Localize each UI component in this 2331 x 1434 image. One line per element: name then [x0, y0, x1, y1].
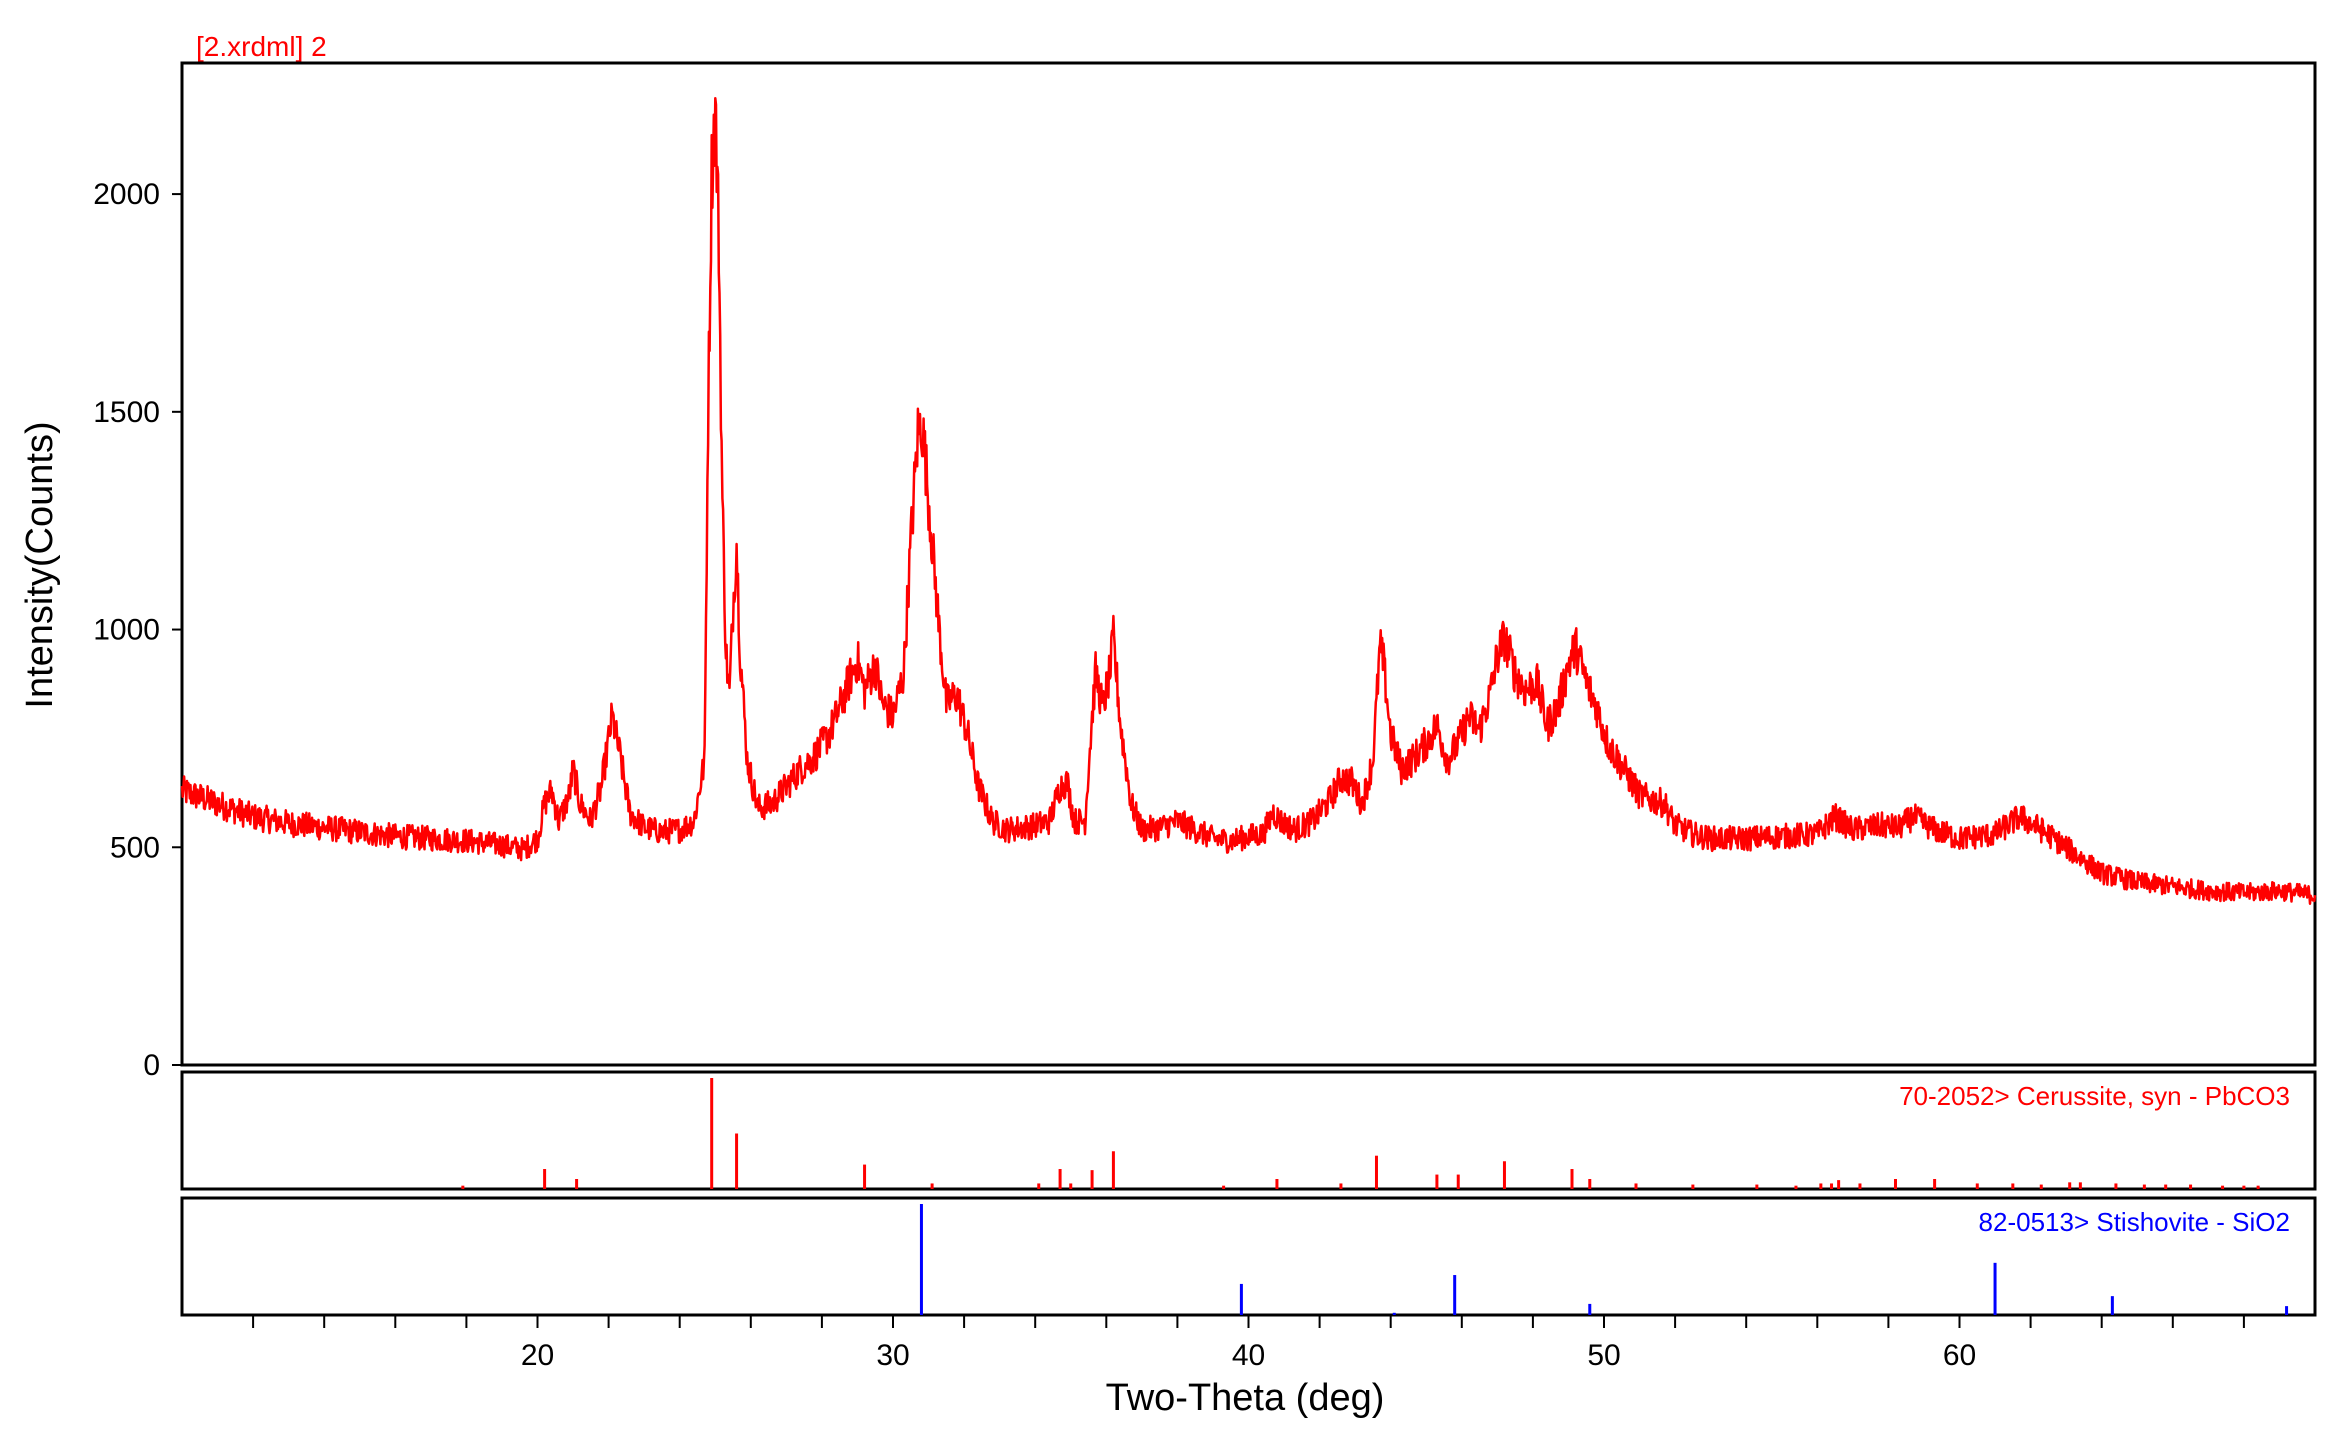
- x-tick-label: 30: [876, 1339, 909, 1372]
- x-tick-label: 20: [521, 1339, 554, 1372]
- reference-panel-2-label: 82-0513> Stishovite - SiO2: [1979, 1207, 2290, 1237]
- x-axis: 20 30 40 50 60: [252, 1315, 2245, 1372]
- y-axis: 0 500 1000 1500 2000: [93, 178, 182, 1082]
- reference-panel-1-label: 70-2052> Cerussite, syn - PbCO3: [1899, 1081, 2290, 1111]
- x-axis-title: Two-Theta (deg): [1106, 1377, 1385, 1419]
- file-label: [2.xrdml] 2: [196, 31, 327, 62]
- y-tick-label: 1000: [93, 614, 160, 647]
- main-plot-area: [180, 96, 2317, 905]
- y-tick-label: 0: [143, 1049, 160, 1082]
- y-axis-title: Intensity(Counts): [19, 421, 61, 708]
- x-tick-label: 40: [1232, 1339, 1265, 1372]
- x-tick-label: 60: [1943, 1339, 1976, 1372]
- reference-panel-2-peaks: [919, 1204, 2289, 1315]
- diffraction-pattern-line: [180, 96, 2317, 905]
- y-tick-label: 1500: [93, 396, 160, 429]
- reference-panel-1-frame: [180, 1070, 2317, 1191]
- x-tick-label: 50: [1587, 1339, 1620, 1372]
- reference-panel-1-peaks: [461, 1078, 2260, 1189]
- main-plot-frame: [180, 61, 2317, 1067]
- y-tick-label: 500: [110, 831, 160, 864]
- y-tick-label: 2000: [93, 178, 160, 211]
